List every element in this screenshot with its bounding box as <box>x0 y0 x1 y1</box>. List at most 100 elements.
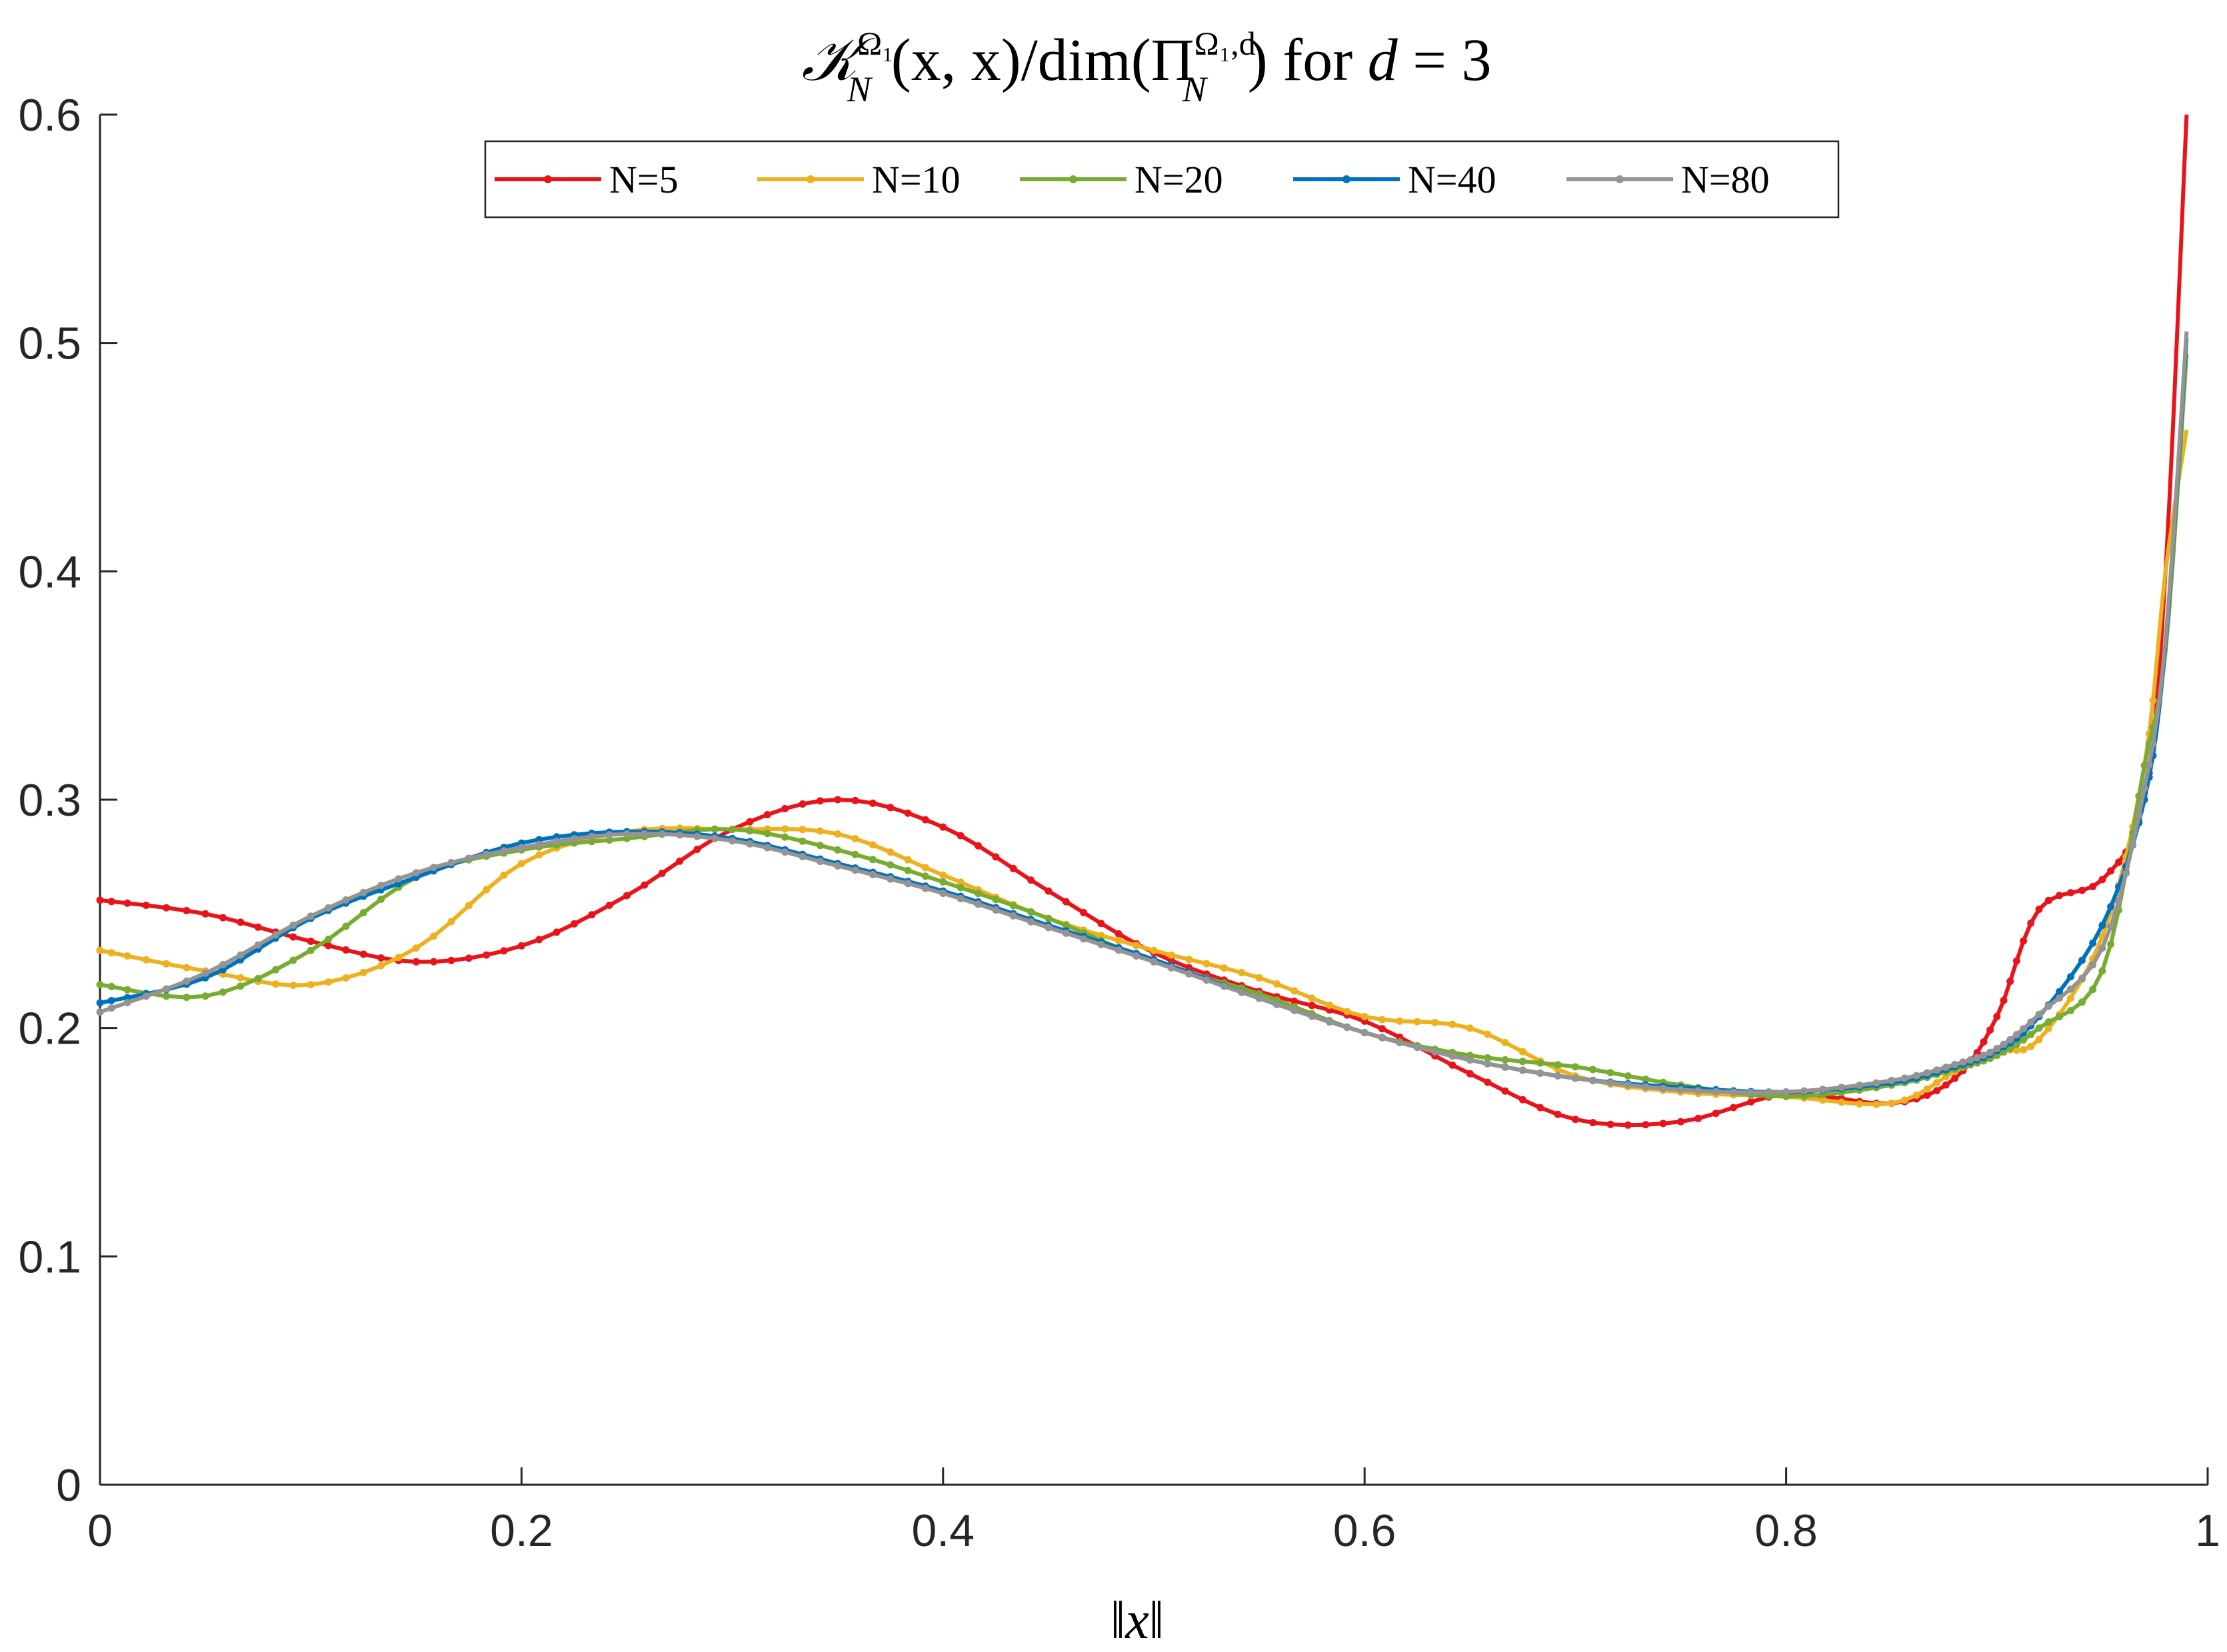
y-tick-label: 0.2 <box>18 1004 81 1054</box>
data-point <box>237 918 245 926</box>
data-point <box>2067 1007 2074 1014</box>
data-point <box>1571 1074 1579 1082</box>
data-point <box>2145 761 2153 768</box>
legend-label: N=10 <box>872 158 961 201</box>
data-point <box>1642 1083 1650 1091</box>
data-point <box>799 837 807 845</box>
data-point <box>2122 870 2130 877</box>
legend-marker <box>1342 175 1350 183</box>
data-point <box>2078 974 2086 982</box>
legend-label: N=5 <box>609 158 679 201</box>
data-point <box>623 830 631 838</box>
data-point <box>1238 988 1246 996</box>
data-point <box>2078 956 2086 964</box>
data-point <box>799 853 807 860</box>
x-tick-label: 0.4 <box>912 1505 975 1556</box>
data-point <box>237 982 245 990</box>
data-point <box>887 804 895 812</box>
data-point <box>2067 985 2074 993</box>
data-point <box>107 982 115 990</box>
data-point <box>2107 923 2115 931</box>
data-point <box>1589 1077 1597 1085</box>
data-point <box>1255 994 1263 1002</box>
data-point <box>289 921 297 929</box>
data-point <box>834 862 842 870</box>
data-point <box>377 896 385 903</box>
data-point <box>96 981 104 989</box>
data-point <box>1901 1096 1908 1104</box>
data-point <box>272 966 279 974</box>
data-point <box>201 992 209 1000</box>
data-point <box>107 997 115 1004</box>
data-point <box>921 864 929 872</box>
data-point <box>904 809 912 817</box>
data-point <box>2027 1030 2035 1038</box>
data-point <box>1501 1063 1509 1071</box>
data-point <box>1942 1081 1950 1089</box>
legend-item: N=40 <box>1293 158 1496 201</box>
data-point <box>1838 1084 1846 1092</box>
data-point <box>1097 920 1105 928</box>
data-point <box>1501 1087 1509 1095</box>
x-axis-title: ‖x‖ <box>1111 1591 1164 1650</box>
x-tick-label: 0.8 <box>1754 1505 1818 1556</box>
data-point <box>1343 1024 1351 1032</box>
y-tick-label: 0.1 <box>18 1232 81 1282</box>
data-point <box>851 796 859 804</box>
series-n-80 <box>96 331 2189 1096</box>
data-point <box>359 968 367 976</box>
data-point <box>641 830 649 838</box>
data-point <box>1677 1086 1684 1094</box>
data-point <box>1238 969 1246 976</box>
data-point <box>939 871 947 879</box>
data-point <box>1062 898 1070 906</box>
data-point <box>1642 1076 1650 1084</box>
data-point <box>553 928 561 936</box>
data-point <box>816 827 824 835</box>
data-point <box>2115 898 2122 906</box>
y-tick-label: 0.4 <box>18 546 81 597</box>
data-point <box>500 847 508 855</box>
data-point <box>992 853 1000 861</box>
data-point <box>483 951 491 959</box>
data-point <box>957 832 965 840</box>
data-point <box>992 896 1000 904</box>
data-point <box>2067 889 2074 897</box>
data-point <box>2135 812 2143 819</box>
data-point <box>975 890 982 898</box>
data-point <box>2012 1046 2020 1054</box>
data-point <box>1413 1018 1421 1026</box>
data-point <box>1448 1052 1456 1060</box>
data-point <box>342 896 350 904</box>
data-point <box>904 866 912 874</box>
data-point <box>123 999 131 1007</box>
data-point <box>465 854 473 862</box>
data-point <box>123 986 131 994</box>
data-point <box>500 871 508 879</box>
data-point <box>254 974 262 982</box>
data-point <box>588 832 596 840</box>
data-point <box>2056 892 2063 900</box>
data-point <box>183 977 191 985</box>
data-point <box>2035 1024 2043 1032</box>
data-point <box>1606 1120 1614 1128</box>
data-point <box>183 964 191 972</box>
data-point <box>763 830 771 838</box>
data-point <box>1518 1066 1526 1074</box>
legend-item: N=10 <box>757 158 961 201</box>
data-point <box>975 900 982 908</box>
data-point <box>1993 1045 2001 1052</box>
data-point <box>939 890 947 897</box>
legend-marker <box>1616 175 1624 183</box>
data-point <box>1308 994 1316 1002</box>
data-point <box>1856 1082 1864 1089</box>
data-point <box>535 936 543 944</box>
data-point <box>1132 942 1140 950</box>
data-point <box>1009 902 1017 910</box>
data-point <box>517 942 525 950</box>
data-point <box>1589 1119 1597 1127</box>
data-point <box>1951 1061 1959 1068</box>
data-point <box>799 826 807 834</box>
data-point <box>1518 1048 1526 1056</box>
